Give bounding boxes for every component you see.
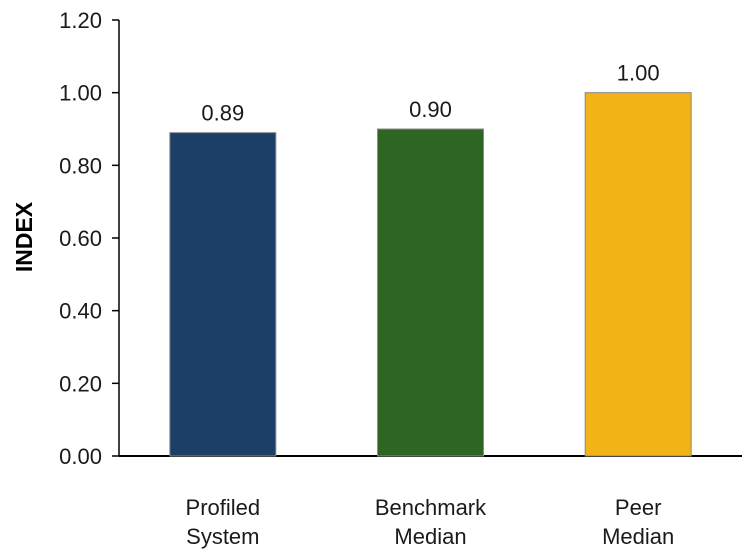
bars [169, 92, 692, 457]
y-tick-label: 0.40 [59, 299, 102, 324]
bar [169, 132, 277, 457]
bar [584, 92, 692, 457]
x-category-label: Profiled System [186, 495, 261, 549]
data-labels: 0.89 0.90 1.00 [201, 61, 659, 126]
data-label: 1.00 [617, 61, 660, 86]
y-tick-label: 0.00 [59, 444, 102, 469]
y-tick-label: 0.80 [59, 153, 102, 178]
y-tick-label: 1.00 [59, 81, 102, 106]
x-category-label: Benchmark Median [375, 495, 487, 549]
y-axis-title: INDEX [11, 201, 37, 272]
y-tick-label: 0.60 [59, 226, 102, 251]
bar [377, 128, 484, 457]
data-label: 0.89 [201, 101, 244, 126]
y-tick-label: 1.20 [59, 8, 102, 33]
category-labels: Profiled System Benchmark Median Peer Median [186, 495, 675, 549]
data-label: 0.90 [409, 97, 452, 122]
x-category-label: Peer Median [602, 495, 674, 549]
y-tick-label: 0.20 [59, 371, 102, 396]
